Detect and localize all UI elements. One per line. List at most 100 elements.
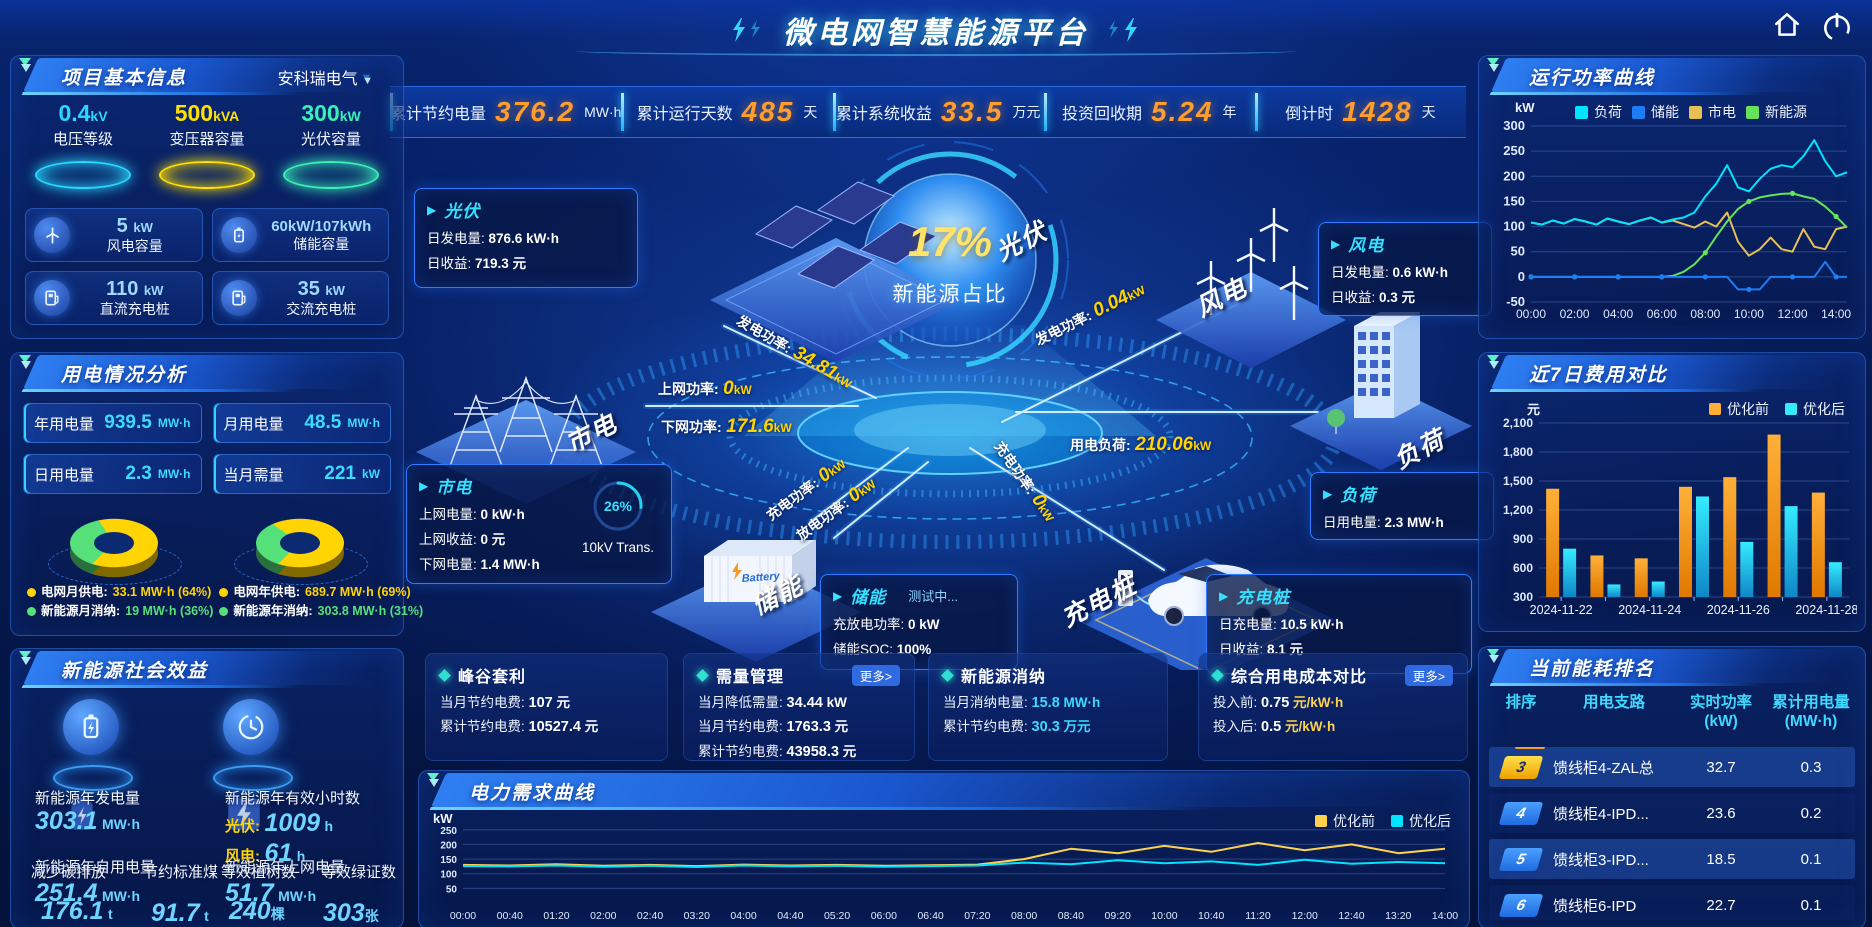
legend-item[interactable]: 优化前 [1709, 399, 1769, 419]
svg-text:50: 50 [1511, 244, 1525, 259]
legend-item[interactable]: 优化前 [1315, 811, 1375, 831]
spotlight-value: 500kVA [174, 100, 240, 126]
svg-text:04:40: 04:40 [777, 910, 803, 922]
more-button[interactable]: 更多> [1404, 664, 1453, 686]
panel-title: 电力需求曲线 [469, 783, 596, 804]
line-value: 34.44 [786, 694, 823, 711]
legend-swatch [1689, 105, 1702, 119]
ranking-column-header: 用电支路 [1582, 694, 1645, 711]
status-badge: 测试中... [908, 589, 959, 604]
top-stat: 累计节约电量 376.2 MW·h [390, 87, 621, 137]
capacity-card: 5 kW 风电容量 [25, 208, 203, 262]
legend-item[interactable]: 优化后 [1785, 399, 1845, 419]
card-title: 负荷 [1340, 486, 1377, 505]
usage-stat-unit: MW·h [157, 467, 191, 481]
card-line-label: 日发电量: [1331, 265, 1389, 280]
company-dropdown[interactable]: 安科瑞电气 ▼ [278, 65, 373, 89]
energy-cell: 0.1 [1800, 896, 1822, 914]
benefit-card-line: 当月节约电费: 107 元 [440, 691, 653, 711]
social-benefit-body: 新能源年发电量 303.1 MW·h 新能源年有效小时数 光伏: 1009 h … [21, 693, 396, 927]
legend-item[interactable]: 新能源 [1746, 102, 1807, 122]
line-value: 0.75 [1261, 694, 1290, 711]
top-stat-label: 倒计时 [1285, 106, 1334, 123]
usage-stat-box: 日用电量 2.3 MW·h [23, 454, 202, 494]
panel-title: 新能源社会效益 [61, 661, 209, 682]
top-stat: 投资回收期 5.24 年 [1043, 87, 1255, 137]
energy-cell: 0.1 [1800, 850, 1822, 868]
energy-flow-diagram: Battery 17% 新能源占比 光伏 风电 市电 负荷 储能 充电桩 发电功 [406, 130, 1494, 674]
usage-stat-label: 日用电量 [34, 466, 95, 484]
usage-stat-unit: MW·h [157, 416, 191, 430]
ranking-column-header: 实时功率 (kW) [1689, 694, 1752, 731]
capacity-text: 60kW/107kWh 储能容量 [263, 218, 381, 251]
self-use-value: 251.4 MW·h [35, 879, 141, 907]
svg-text:14:00: 14:00 [1821, 307, 1851, 321]
svg-text:12:40: 12:40 [1338, 910, 1364, 922]
legend-dot [27, 588, 36, 597]
spotlight-label: 变压器容量 [169, 131, 245, 148]
donut-chart [34, 499, 194, 585]
power-legend: 负荷 储能 市电 新能源 [1575, 102, 1807, 122]
more-button[interactable]: 更多> [851, 664, 900, 686]
spotlight-item: 0.4kV 电压等级 [24, 100, 142, 189]
legend-swatch [1746, 105, 1759, 119]
power-button[interactable] [1820, 10, 1854, 44]
social-benefit-panel: 新能源社会效益 新能源年发电量 303.1 MW·h 新能源年有效小时数 光伏:… [10, 648, 404, 927]
self-use-label: 新能源年自用电量 [35, 859, 156, 876]
top-stat-value: 485 [741, 96, 795, 127]
svg-text:02:00: 02:00 [1560, 307, 1590, 321]
usage-stat-value: 939.5 [104, 412, 152, 433]
svg-text:11:20: 11:20 [1245, 910, 1271, 922]
usage-stat-value: 48.5 [304, 412, 342, 433]
diagram-decor: Battery [416, 141, 1472, 670]
usage-stat-value: 2.3 [125, 463, 152, 484]
diamond-icon [1211, 668, 1224, 682]
usage-stat-unit: kW [362, 467, 380, 481]
legend-item[interactable]: 储能 [1632, 102, 1679, 122]
dc-charger-icon [34, 280, 70, 316]
svg-text:150: 150 [440, 855, 457, 866]
demand-curve-panel: 电力需求曲线 kW 优化前 优化后 50 100 150 200 250 00:00 00:4… [418, 770, 1470, 927]
panel-title: 运行功率曲线 [1529, 68, 1656, 89]
line-label: 当月消纳电量: [943, 694, 1028, 710]
load-info-card: ▶ 负荷 日用电量: 2.3 MW·h [1310, 472, 1494, 540]
top-header: 微电网智慧能源平台 [0, 0, 1872, 56]
card-line-label: 日收益: [427, 256, 472, 271]
legend-value: 33.1 MW·h (64%) [112, 585, 212, 599]
line-unit: 元/kW·h [1284, 719, 1336, 734]
top-stat-label: 累计节约电量 [390, 106, 487, 123]
line-value: 1763.3 [786, 719, 831, 735]
svg-text:14:00: 14:00 [1432, 910, 1458, 922]
svg-text:05:20: 05:20 [824, 910, 850, 922]
branch-cell: 馈线柜3-IPD... [1553, 851, 1649, 869]
card-line: 日用电量: 2.3 MW·h [1323, 511, 1481, 531]
benefit-card-header: 综合用电成本对比 更多> [1211, 664, 1453, 686]
legend-item[interactable]: 负荷 [1575, 102, 1622, 122]
svg-text:900: 900 [1513, 532, 1533, 546]
legend-item[interactable]: 市电 [1689, 102, 1736, 122]
flow-draw-down: 下网功率: 171.6kW [661, 416, 792, 437]
card-line-value: 1.4 MW·h [480, 557, 540, 572]
benefit-card-title: 新能源消纳 [961, 669, 1047, 686]
capacity-grid: 5 kW 风电容量 60kW/107kWh 储能容量 110 kW 直流充电桩 35 kW 交… [25, 208, 389, 325]
panel-corner-icon [427, 773, 439, 787]
svg-text:12:00: 12:00 [1292, 910, 1318, 922]
card-line-label: 日发电量: [427, 231, 485, 246]
svg-text:10:00: 10:00 [1151, 910, 1177, 922]
line-label: 累计节约电费: [943, 719, 1028, 734]
card-line-value: 0.6 kW·h [1392, 265, 1449, 280]
top-stat-label: 投资回收期 [1062, 106, 1143, 123]
company-name: 安科瑞电气 [277, 71, 358, 88]
donut-legend-col: 电网年供电: 689.7 MW·h (69%) 新能源年消纳: 303.8 MW·h … [213, 583, 423, 621]
center-arc-ring [841, 151, 1059, 369]
legend-value: 303.8 MW·h (31%) [317, 604, 424, 618]
benefit-card: 综合用电成本对比 更多> 投入前: 0.75 元/kW·h 投入后: 0.5 元/kW… [1198, 653, 1468, 761]
card-line-label: 日收益: [1331, 290, 1376, 305]
spotlight-label: 电压等级 [52, 131, 113, 148]
legend-item[interactable]: 优化后 [1391, 811, 1451, 831]
header-swoosh-decor [576, 46, 1296, 56]
card-line-label: 充放电功率: [833, 617, 905, 632]
home-button[interactable] [1772, 10, 1802, 44]
diamond-icon [941, 668, 954, 682]
svg-text:300: 300 [1513, 590, 1533, 604]
